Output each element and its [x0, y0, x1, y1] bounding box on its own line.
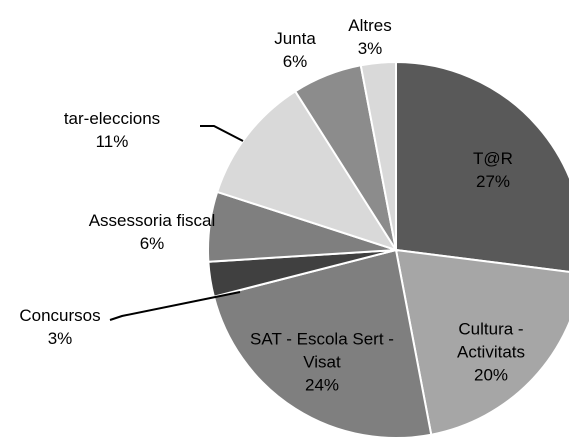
slice-label: Junta 6%	[265, 27, 325, 73]
category-label: Concursos	[19, 306, 101, 325]
slice-label: Concursos 3%	[5, 304, 115, 350]
category-label: tar-eleccions	[63, 109, 161, 128]
value-label: 6%	[282, 52, 308, 71]
category-label: Cultura - Activitats	[456, 319, 526, 362]
leader-line	[109, 291, 241, 321]
category-label: Altres	[348, 16, 392, 35]
pie-slice	[359, 60, 397, 251]
value-label: 27%	[475, 172, 511, 191]
leader-line	[200, 125, 244, 142]
slice-label: T@R 27%	[463, 147, 523, 193]
pie-slice	[395, 60, 569, 273]
slice-label: SAT - Escola Sert -Visat 24%	[247, 328, 397, 397]
value-label: 3%	[47, 329, 73, 348]
pie-slice	[394, 248, 569, 436]
category-label: Junta	[274, 29, 316, 48]
value-label: 24%	[304, 375, 340, 395]
slice-label: Cultura - Activitats 20%	[426, 318, 556, 387]
category-label: Assessoria fiscal	[88, 211, 216, 230]
value-label: 20%	[473, 365, 509, 385]
slice-label: Altres 3%	[335, 14, 405, 60]
category-label: T@R	[473, 149, 513, 168]
pie-slice	[215, 89, 399, 252]
value-label: 6%	[139, 234, 165, 253]
category-label: SAT - Escola Sert -Visat	[250, 329, 394, 372]
slice-label: Assessoria fiscal 6%	[87, 209, 217, 255]
value-label: 11%	[95, 132, 129, 151]
value-label: 3%	[357, 39, 383, 58]
slice-label: tar-eleccions 11%	[27, 107, 197, 153]
